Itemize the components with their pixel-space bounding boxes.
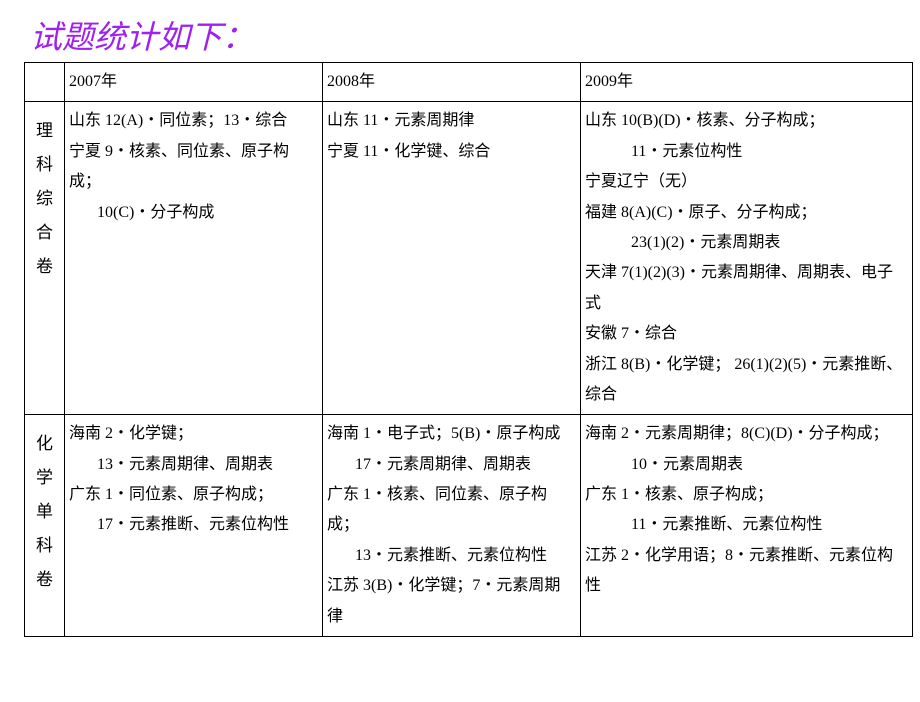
col-year-2: 2008年 bbox=[323, 63, 581, 102]
col-year-1: 2007年 bbox=[65, 63, 323, 102]
col-year-3: 2009年 bbox=[581, 63, 913, 102]
header-spacer bbox=[25, 63, 65, 102]
header-row: 2007年 2008年 2009年 bbox=[25, 63, 913, 102]
cell-chem-2008: 海南 1・电子式；5(B)・原子构成17・元素周期律、周期表广东 1・核素、同位… bbox=[323, 415, 581, 637]
row-label-chemistry: 化学单科卷 bbox=[25, 415, 65, 637]
table-row: 化学单科卷 海南 2・化学键；13・元素周期律、周期表广东 1・同位素、原子构成… bbox=[25, 415, 913, 637]
cell-science-2007: 山东 12(A)・同位素；13・综合宁夏 9・核素、同位素、原子构成；10(C)… bbox=[65, 102, 323, 415]
page-title: 试题统计如下： bbox=[30, 12, 920, 58]
statistics-table: 2007年 2008年 2009年 理科综合卷 山东 12(A)・同位素；13・… bbox=[24, 62, 913, 637]
cell-science-2008: 山东 11・元素周期律宁夏 11・化学键、综合 bbox=[323, 102, 581, 415]
cell-chem-2007: 海南 2・化学键；13・元素周期律、周期表广东 1・同位素、原子构成；17・元素… bbox=[65, 415, 323, 637]
table-row: 理科综合卷 山东 12(A)・同位素；13・综合宁夏 9・核素、同位素、原子构成… bbox=[25, 102, 913, 415]
table-container: 2007年 2008年 2009年 理科综合卷 山东 12(A)・同位素；13・… bbox=[0, 62, 920, 637]
cell-science-2009: 山东 10(B)(D)・核素、分子构成；11・元素位构性宁夏辽宁（无）福建 8(… bbox=[581, 102, 913, 415]
row-label-science: 理科综合卷 bbox=[25, 102, 65, 415]
cell-chem-2009: 海南 2・元素周期律；8(C)(D)・分子构成；10・元素周期表广东 1・核素、… bbox=[581, 415, 913, 637]
